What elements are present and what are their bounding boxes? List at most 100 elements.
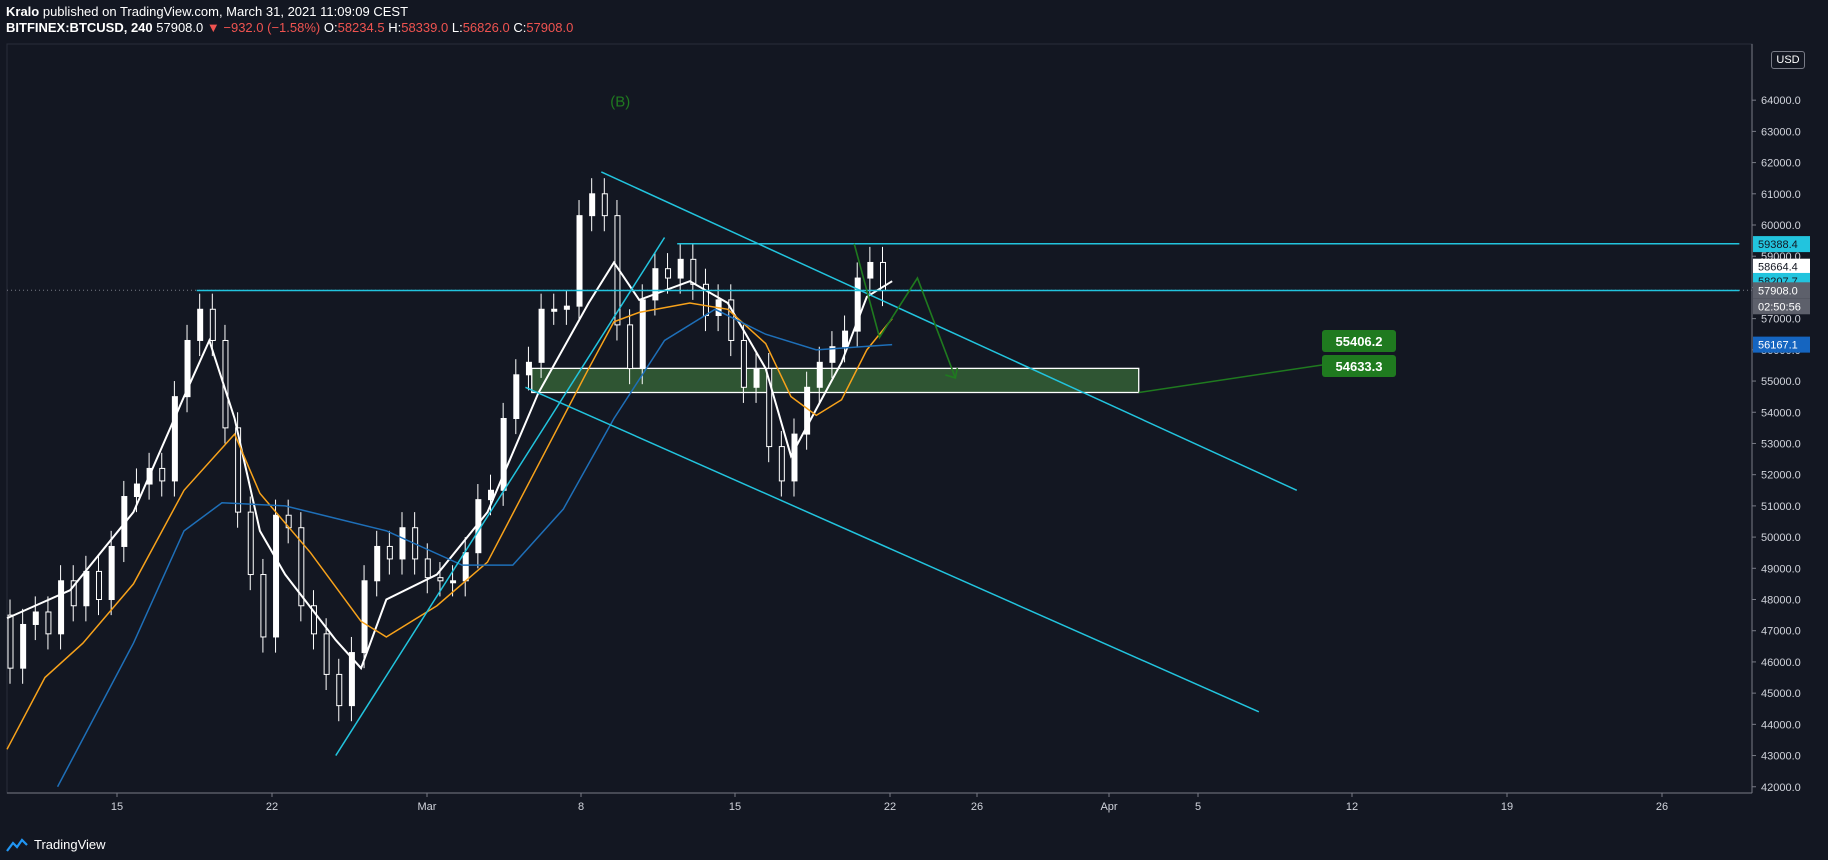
x-tick-label: 19 <box>1501 801 1513 813</box>
y-tick-label: 63000.0 <box>1761 126 1801 138</box>
candle-body <box>70 580 77 607</box>
x-tick-label: 22 <box>266 801 278 813</box>
candle-body <box>273 514 280 638</box>
price-axis-tag-label: 59388.4 <box>1758 239 1798 251</box>
candle-body <box>298 527 305 607</box>
candle-body <box>184 339 191 398</box>
candle-body <box>108 545 115 601</box>
projection-arrowhead <box>945 367 959 379</box>
candle-body <box>576 215 583 307</box>
candle-body <box>563 305 570 310</box>
tradingview-logo-icon[interactable] <box>6 837 28 852</box>
trendline-3[interactable] <box>335 237 666 756</box>
candle-body <box>525 361 532 376</box>
candle-body <box>83 570 90 607</box>
symbol-line: BITFINEX:BTCUSD, 240 57908.0 ▼ −932.0 (−… <box>6 20 573 36</box>
close-label: C: <box>513 20 527 35</box>
x-tick-label: 26 <box>971 801 983 813</box>
candle-body <box>20 623 27 669</box>
publish-line: Kralo published on TradingView.com, Marc… <box>6 4 573 20</box>
candle-body <box>32 611 39 625</box>
author-name[interactable]: Kralo <box>6 4 40 19</box>
candle-body <box>197 308 204 341</box>
price-axis-tag[interactable] <box>1753 336 1810 353</box>
candle-body <box>235 427 242 513</box>
x-tick-label: 12 <box>1346 801 1358 813</box>
y-tick-label: 54000.0 <box>1761 407 1801 419</box>
trendline-2[interactable] <box>525 386 1260 713</box>
low-label: L: <box>451 20 463 35</box>
candle-body <box>513 374 520 419</box>
price-change-value: −932.0 (−1.58%) <box>223 20 321 35</box>
candle-body <box>728 299 735 341</box>
y-tick-label: 60000.0 <box>1761 220 1801 232</box>
candle-body <box>323 633 330 675</box>
x-tick-label: 15 <box>111 801 123 813</box>
y-tick-label: 44000.0 <box>1761 719 1801 731</box>
countdown-label: 02:50:56 <box>1758 301 1801 313</box>
price-axis-tag[interactable] <box>1753 258 1810 275</box>
candle-body <box>551 308 558 312</box>
y-tick-label: 49000.0 <box>1761 563 1801 575</box>
candle-body <box>209 308 216 341</box>
candle-body <box>740 339 747 388</box>
price-axis-tag[interactable] <box>1753 236 1810 253</box>
ma-fast-line[interactable] <box>6 260 893 671</box>
footer-branding: TradingView <box>6 837 106 852</box>
price-axis-tag-label: 57908.0 <box>1758 285 1798 297</box>
candle-body <box>488 489 495 501</box>
candle-body <box>159 467 166 482</box>
x-tick-label: Mar <box>418 801 437 813</box>
y-tick-label: 45000.0 <box>1761 688 1801 700</box>
zone-price-tag[interactable] <box>1322 355 1396 377</box>
candle-body <box>753 368 760 388</box>
price-change: ▼ −932.0 (−1.58%) <box>206 20 321 35</box>
countdown-tag <box>1753 298 1810 315</box>
trendline-1[interactable] <box>600 171 1298 491</box>
candle-body <box>589 193 596 217</box>
y-tick-label: 43000.0 <box>1761 751 1801 763</box>
zone-bottom-label: 54633.3 <box>1336 359 1383 374</box>
zone-price-tag[interactable] <box>1322 330 1396 352</box>
projection-path[interactable] <box>853 243 957 379</box>
chart-header: Kralo published on TradingView.com, Marc… <box>6 4 573 36</box>
high-label: H: <box>388 20 402 35</box>
last-price: 57908.0 <box>156 20 204 35</box>
candle-body <box>348 652 355 707</box>
x-tick-label: 5 <box>1195 801 1201 813</box>
price-axis-tag[interactable] <box>1753 282 1810 299</box>
y-tick-label: 52000.0 <box>1761 470 1801 482</box>
candle-body <box>854 277 861 332</box>
x-tick-label: 22 <box>884 801 896 813</box>
candle-body <box>58 580 65 635</box>
candle-body <box>310 605 317 635</box>
y-tick-label: 50000.0 <box>1761 532 1801 544</box>
high-value: 58339.0 <box>401 20 449 35</box>
candle-body <box>361 580 368 654</box>
candle-body <box>7 614 14 669</box>
ma-slow-line[interactable] <box>56 308 893 788</box>
candle-body <box>450 580 457 584</box>
open-label: O: <box>323 20 338 35</box>
candle-body <box>829 346 836 363</box>
ma-mid-line[interactable] <box>6 302 893 750</box>
candle-body <box>778 446 785 482</box>
candle-body <box>462 552 469 582</box>
candle-body <box>690 258 697 285</box>
y-tick-label: 48000.0 <box>1761 595 1801 607</box>
footer-brand-text[interactable]: TradingView <box>34 837 106 852</box>
candle-body <box>424 558 431 579</box>
candle-body <box>652 268 659 301</box>
zone-top-label: 55406.2 <box>1336 334 1383 349</box>
candle-body <box>791 433 798 482</box>
price-axis-tag-label: 58664.4 <box>1758 262 1798 274</box>
symbol-label[interactable]: BITFINEX:BTCUSD, 240 <box>6 20 153 35</box>
currency-button[interactable]: USD <box>1771 51 1805 69</box>
candle-body <box>374 545 381 582</box>
candle-body <box>639 299 646 370</box>
candle-body <box>260 574 267 638</box>
candle-body <box>842 330 849 348</box>
zone-callout-pointer <box>1138 364 1323 394</box>
y-tick-label: 42000.0 <box>1761 782 1801 794</box>
